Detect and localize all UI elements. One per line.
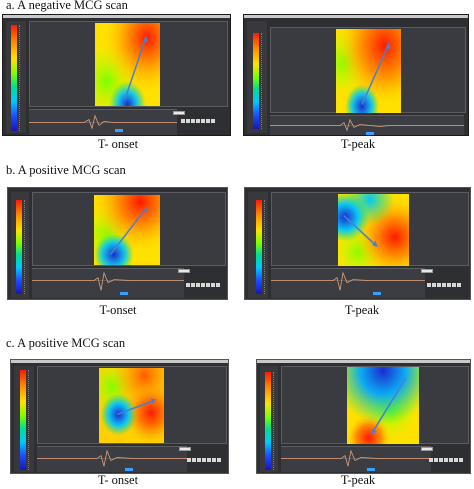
time-marker[interactable] <box>125 468 133 471</box>
toolbar-button[interactable] <box>179 447 191 451</box>
caption-c-peak: T-peak <box>340 473 376 487</box>
colorbar-ticks <box>19 25 21 131</box>
waveform-trace <box>29 114 177 130</box>
waveform-trace <box>271 271 425 291</box>
mcg-window-b-peak <box>244 187 471 300</box>
waveform-trace <box>37 449 187 467</box>
toolbar-button[interactable] <box>178 269 190 273</box>
current-vector <box>116 400 153 416</box>
mcg-waveform-panel <box>271 268 425 298</box>
section-c-title: c. A positive MCG scan <box>6 336 126 350</box>
toolbar-button[interactable] <box>421 447 433 451</box>
window-titlebar <box>257 360 470 363</box>
colorbar <box>11 25 17 131</box>
colorbar-ticks <box>28 370 30 470</box>
colorbar <box>256 200 262 294</box>
playback-controls[interactable] <box>181 119 215 123</box>
time-marker[interactable] <box>115 129 123 132</box>
toolbar-button[interactable] <box>173 111 185 115</box>
caption-a-onset: T- onset <box>97 137 139 151</box>
colorbar-ticks <box>264 200 266 294</box>
colorbar-ticks <box>261 33 263 129</box>
caption-a-peak: T-peak <box>340 137 376 151</box>
window-titlebar <box>3 15 230 18</box>
mcg-window-a-onset <box>2 14 231 136</box>
vector-arrowhead <box>385 41 391 50</box>
playback-controls[interactable] <box>429 458 463 462</box>
window-titlebar <box>244 15 468 18</box>
toolbar-button[interactable] <box>421 269 433 273</box>
current-vector <box>372 377 407 433</box>
time-marker[interactable] <box>373 292 381 295</box>
current-vector <box>109 208 147 255</box>
time-marker[interactable] <box>367 468 375 471</box>
colorbar <box>20 370 26 470</box>
colorbar-ticks <box>273 372 275 470</box>
waveform-trace <box>270 118 464 132</box>
waveform-trace <box>281 449 431 467</box>
magnetic-field-map <box>99 368 164 443</box>
current-vector <box>343 215 376 245</box>
mcg-waveform-panel <box>32 268 184 298</box>
magnetic-field-map <box>95 23 160 106</box>
mcg-waveform-panel <box>270 115 464 135</box>
colorbar <box>16 200 22 294</box>
mcg-window-c-onset <box>10 359 229 474</box>
vector-arrowhead <box>142 206 147 213</box>
magnetic-field-map <box>347 367 419 444</box>
playback-controls[interactable] <box>427 283 461 287</box>
waveform-trace <box>32 271 184 291</box>
time-marker[interactable] <box>366 132 374 135</box>
magnetic-field-map <box>338 194 409 266</box>
colorbar <box>265 372 271 470</box>
magnetic-field-map <box>336 29 401 113</box>
current-vector <box>361 45 389 106</box>
mcg-waveform-panel <box>37 446 187 472</box>
caption-b-onset: T-onset <box>99 303 137 317</box>
vector-arrowhead <box>370 428 377 436</box>
caption-c-onset: T- onset <box>97 473 139 487</box>
vector-arrowhead <box>143 34 149 43</box>
mcg-waveform-panel <box>29 109 177 135</box>
playback-controls[interactable] <box>187 458 221 462</box>
mcg-waveform-panel <box>281 446 431 472</box>
window-titlebar <box>11 360 228 363</box>
time-marker[interactable] <box>120 292 128 295</box>
section-a-title: a. A negative MCG scan <box>6 0 128 12</box>
mcg-window-a-peak <box>243 14 469 136</box>
vector-arrowhead <box>151 398 157 404</box>
playback-controls[interactable] <box>186 283 220 287</box>
magnetic-field-map <box>94 195 160 265</box>
section-b-title: b. A positive MCG scan <box>6 163 126 177</box>
current-vector <box>124 37 147 100</box>
mcg-window-b-onset <box>7 187 228 300</box>
mcg-window-c-peak <box>256 359 471 474</box>
colorbar <box>253 33 259 129</box>
colorbar-ticks <box>24 200 26 294</box>
caption-b-peak: T-peak <box>344 303 380 317</box>
